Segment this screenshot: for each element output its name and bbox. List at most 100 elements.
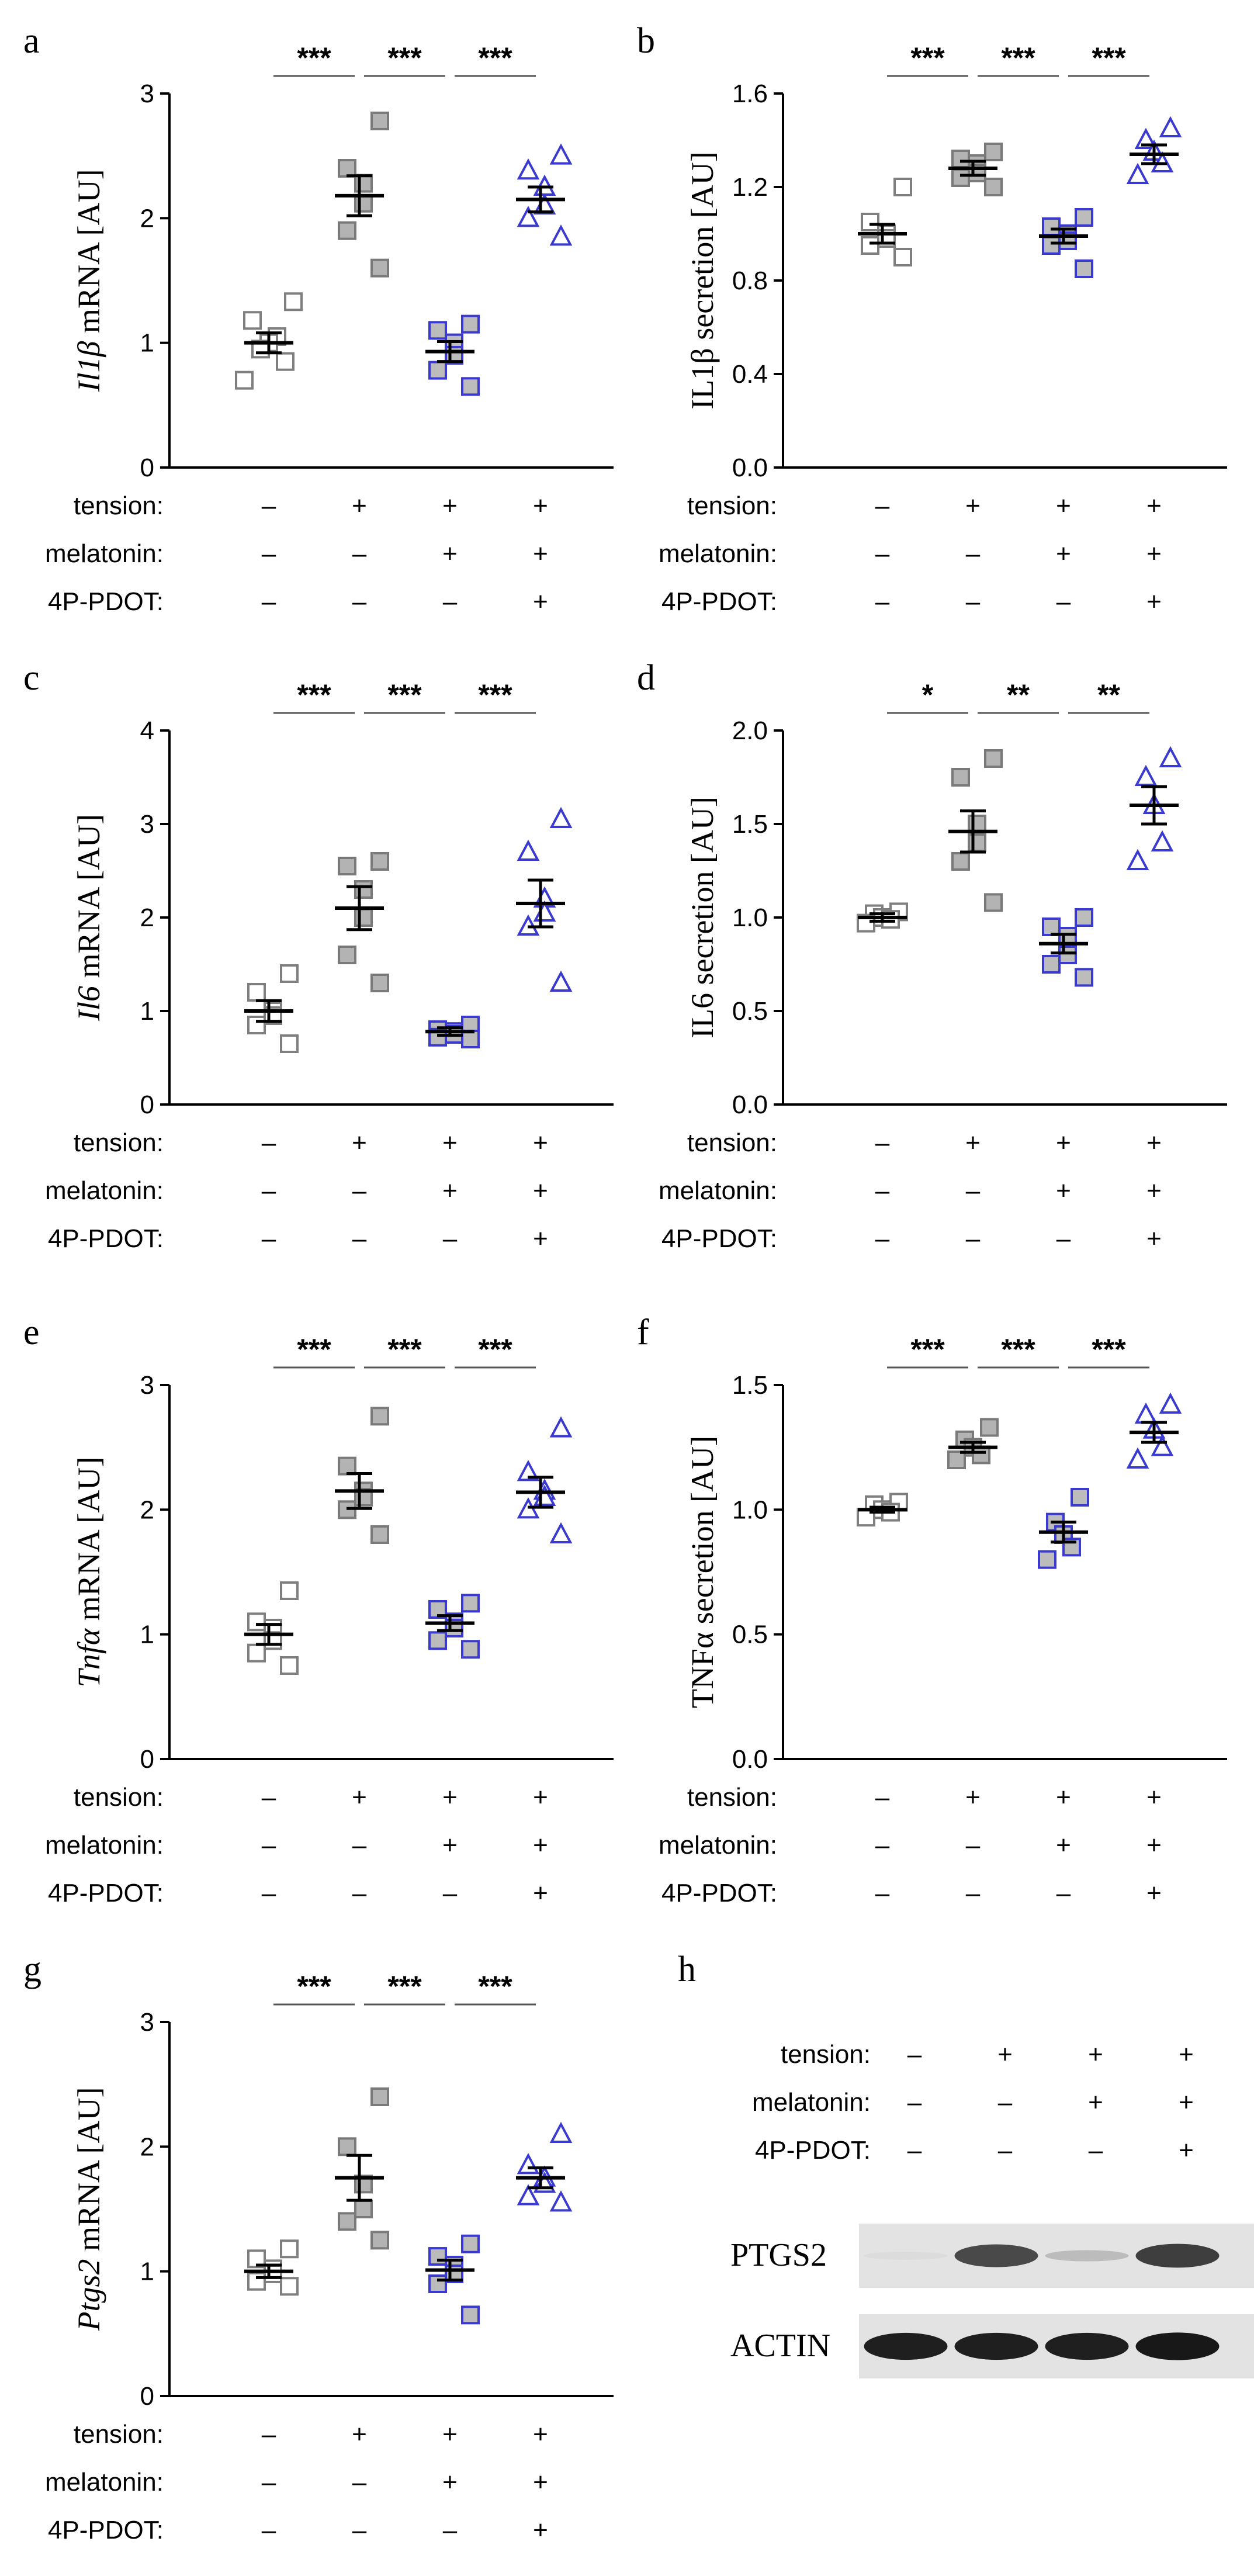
condition-symbol: – bbox=[1089, 2136, 1103, 2165]
data-point bbox=[338, 857, 356, 875]
y-tick-label: 2.0 bbox=[732, 716, 768, 745]
data-point bbox=[1075, 208, 1093, 227]
y-tick-label: 0.0 bbox=[732, 1090, 768, 1119]
data-point bbox=[517, 1460, 540, 1481]
condition-symbol: + bbox=[533, 1783, 548, 1812]
data-point bbox=[517, 839, 540, 861]
condition-symbol: + bbox=[352, 491, 367, 520]
significance-label: *** bbox=[1092, 41, 1126, 74]
condition-symbol: – bbox=[875, 1224, 890, 1253]
panel-h: h tension: – + + + melatonin: – – + +4P-PDOT: – – – + P… bbox=[678, 1950, 1254, 2378]
condition-symbol: – bbox=[1056, 587, 1071, 616]
data-point bbox=[1075, 908, 1093, 927]
data-point bbox=[1042, 236, 1061, 255]
data-point bbox=[354, 2200, 373, 2218]
condition-symbol: + bbox=[533, 2516, 548, 2544]
condition-symbol: – bbox=[875, 539, 890, 568]
y-tick-label: 1 bbox=[140, 329, 154, 358]
data-point bbox=[951, 768, 970, 787]
data-point bbox=[370, 111, 389, 130]
significance-label: *** bbox=[478, 678, 512, 711]
data-point bbox=[280, 2277, 299, 2296]
condition-symbol: – bbox=[262, 2468, 276, 2497]
condition-symbol: + bbox=[1088, 2088, 1103, 2117]
significance-label: *** bbox=[387, 678, 422, 711]
y-tick-label: 2 bbox=[140, 1495, 154, 1524]
condition-symbol: – bbox=[443, 2516, 458, 2544]
condition-symbol: + bbox=[533, 587, 548, 616]
condition-label: melatonin: bbox=[659, 1831, 777, 1860]
panel-a: a 0 1 2 3 Il1β mRNA [AU] *** *** *** tension: – + + +… bbox=[23, 21, 614, 616]
data-point bbox=[861, 236, 879, 255]
data-point bbox=[264, 2264, 282, 2283]
data-point bbox=[947, 1450, 966, 1469]
data-point bbox=[370, 852, 389, 871]
y-tick-label: 3 bbox=[140, 1371, 154, 1400]
panel-c: c 0 1 2 3 4 Il6 mRNA [AU] *** *** *** tension: – + + +… bbox=[23, 658, 614, 1253]
condition-symbol: + bbox=[533, 1224, 548, 1253]
condition-symbol: – bbox=[262, 539, 276, 568]
y-tick-label: 0 bbox=[140, 453, 154, 482]
data-point bbox=[549, 1416, 573, 1438]
blot-band bbox=[864, 2252, 948, 2260]
condition-symbol: – bbox=[352, 1831, 367, 1860]
data-point bbox=[284, 292, 303, 311]
condition-symbol: + bbox=[442, 539, 458, 568]
condition-symbol: + bbox=[1056, 1176, 1071, 1205]
significance-label: *** bbox=[297, 41, 331, 74]
condition-symbol: – bbox=[262, 1831, 276, 1860]
condition-symbol: – bbox=[875, 1831, 890, 1860]
data-point bbox=[338, 221, 356, 240]
data-point bbox=[893, 178, 912, 196]
condition-symbol: – bbox=[966, 1176, 981, 1205]
data-point bbox=[276, 352, 295, 371]
data-point bbox=[235, 371, 254, 390]
y-tick-label: 0 bbox=[140, 2382, 154, 2411]
data-point bbox=[461, 1594, 480, 1613]
condition-symbol: + bbox=[1146, 1224, 1162, 1253]
y-axis-label: TNFα secretion [AU] bbox=[685, 1436, 720, 1708]
condition-symbol: – bbox=[875, 1783, 890, 1812]
condition-symbol: + bbox=[1146, 1176, 1162, 1205]
y-axis-label-rest: mRNA [AU] bbox=[71, 1457, 106, 1629]
data-point bbox=[370, 258, 389, 278]
condition-symbol: – bbox=[262, 2516, 276, 2544]
data-point bbox=[370, 1407, 389, 1426]
data-point bbox=[461, 2234, 480, 2253]
condition-symbol: + bbox=[1146, 1128, 1162, 1157]
condition-label: 4P-PDOT: bbox=[48, 1224, 164, 1253]
condition-symbol: – bbox=[262, 587, 276, 616]
data-point bbox=[1134, 1402, 1158, 1424]
significance-label: *** bbox=[297, 1970, 331, 2003]
condition-symbol: – bbox=[443, 1879, 458, 1907]
condition-symbol: + bbox=[1146, 1783, 1162, 1812]
condition-label: melatonin: bbox=[45, 2468, 164, 2497]
condition-symbol: – bbox=[262, 491, 276, 520]
condition-symbol: + bbox=[1179, 2136, 1194, 2165]
panel-label-f: f bbox=[637, 1313, 649, 1352]
significance-label: * bbox=[922, 678, 934, 711]
significance-label: *** bbox=[478, 1970, 512, 2003]
panel-e: e 0 1 2 3 Tnfα mRNA [AU] *** *** *** tension: – + + +… bbox=[23, 1313, 614, 1907]
y-axis-label-rest: mRNA [AU] bbox=[71, 169, 106, 341]
data-point bbox=[370, 1525, 389, 1544]
data-point bbox=[1151, 1435, 1174, 1456]
panel-g: g 0 1 2 3 Ptgs2 mRNA [AU] *** *** *** tension: – + +… bbox=[23, 1950, 614, 2544]
panel-label-a: a bbox=[23, 21, 40, 61]
significance-label: *** bbox=[1001, 1333, 1035, 1366]
condition-label: tension: bbox=[687, 1783, 777, 1812]
data-point bbox=[461, 314, 480, 334]
condition-symbol: – bbox=[875, 1128, 890, 1157]
condition-symbol: – bbox=[443, 587, 458, 616]
significance-label: *** bbox=[1001, 41, 1035, 74]
data-point bbox=[984, 749, 1003, 768]
data-point bbox=[247, 1643, 266, 1663]
panel-label-b: b bbox=[637, 21, 655, 61]
y-tick-label: 0.5 bbox=[732, 1621, 768, 1649]
data-point bbox=[517, 158, 540, 180]
data-point bbox=[1151, 830, 1174, 851]
condition-label: tension: bbox=[74, 1128, 164, 1157]
y-tick-label: 0.5 bbox=[732, 997, 768, 1026]
y-tick-label: 1 bbox=[140, 1621, 154, 1649]
